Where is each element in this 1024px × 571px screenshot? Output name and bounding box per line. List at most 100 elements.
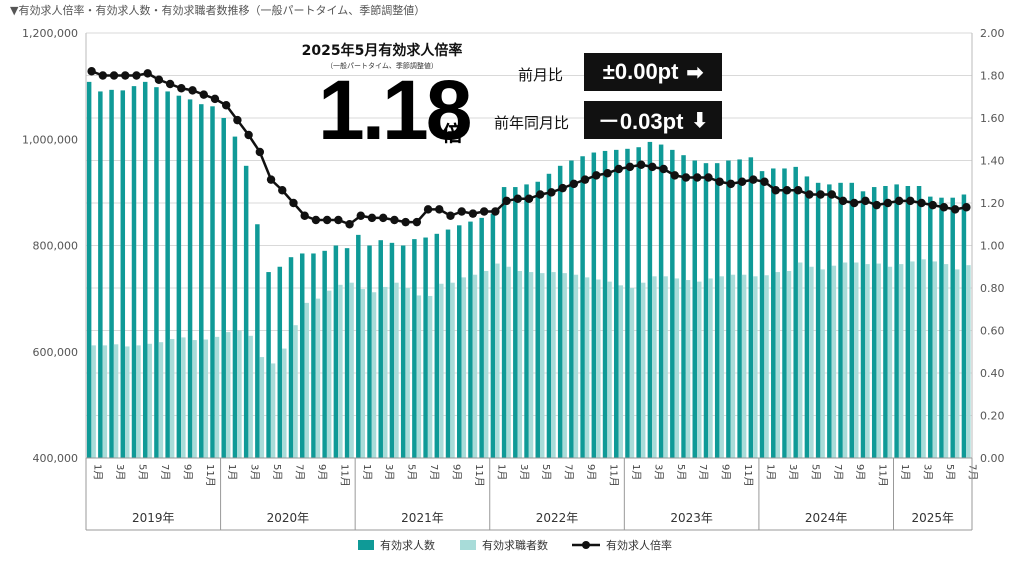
bar-openings bbox=[916, 186, 922, 458]
bar-seekers bbox=[248, 335, 253, 458]
bar-seekers bbox=[584, 277, 590, 458]
bar-openings bbox=[131, 86, 137, 458]
x-month-label: 11月 bbox=[877, 464, 889, 487]
ratio-point bbox=[199, 90, 208, 99]
yoy-value: －0.03pt bbox=[597, 109, 684, 134]
x-month-label: 5月 bbox=[136, 464, 148, 480]
ratio-point bbox=[278, 186, 287, 195]
ratio-point bbox=[569, 179, 579, 189]
headline-title: 2025年5月有効求人倍率 bbox=[301, 43, 463, 59]
ratio-point bbox=[322, 215, 332, 225]
x-month-label: 11月 bbox=[608, 464, 620, 487]
ratio-point bbox=[143, 69, 152, 78]
x-month-label: 5月 bbox=[944, 464, 956, 480]
ratio-point bbox=[244, 130, 253, 140]
x-month-label: 7月 bbox=[293, 464, 305, 480]
y-right-tick-label: 0.60 bbox=[980, 325, 1005, 338]
bar-seekers bbox=[539, 273, 545, 458]
ratio-point bbox=[491, 207, 500, 216]
bar-openings bbox=[389, 242, 395, 458]
x-month-label: 3月 bbox=[249, 464, 261, 480]
headline-subtitle: （一般パートタイム、季節調整値） bbox=[326, 62, 438, 70]
bar-openings bbox=[501, 187, 507, 458]
ratio-point bbox=[737, 177, 747, 186]
y-left-tick-label: 1,200,000 bbox=[22, 27, 78, 40]
ratio-point bbox=[749, 175, 758, 184]
bar-openings bbox=[199, 104, 204, 458]
legend-swatch-seekers bbox=[460, 540, 476, 550]
bar-openings bbox=[109, 89, 114, 458]
ratio-point bbox=[603, 169, 612, 178]
bar-openings bbox=[871, 187, 877, 458]
ratio-point bbox=[715, 177, 724, 186]
bar-seekers bbox=[304, 302, 309, 458]
bar-seekers bbox=[943, 264, 949, 458]
bar-openings bbox=[928, 196, 933, 458]
bar-seekers bbox=[203, 339, 209, 458]
ratio-point bbox=[928, 200, 937, 210]
bar-openings bbox=[692, 160, 698, 458]
bar-openings bbox=[154, 87, 159, 458]
bar-openings bbox=[210, 106, 215, 458]
x-month-label: 7月 bbox=[563, 464, 575, 480]
bar-openings bbox=[98, 91, 103, 458]
x-year-label: 2024年 bbox=[805, 511, 848, 525]
bar-openings bbox=[445, 229, 451, 458]
ratio-point bbox=[894, 196, 904, 206]
bar-openings bbox=[759, 171, 765, 458]
bar-seekers bbox=[876, 263, 881, 458]
bar-seekers bbox=[461, 277, 466, 458]
x-month-label: 7月 bbox=[428, 464, 440, 480]
legend-label-openings: 有効求人数 bbox=[380, 538, 435, 552]
bar-seekers bbox=[91, 345, 96, 458]
ratio-point bbox=[636, 160, 646, 169]
x-year-label: 2019年 bbox=[132, 511, 175, 525]
ratio-point bbox=[367, 213, 377, 223]
bar-seekers bbox=[102, 345, 108, 458]
bar-seekers bbox=[192, 340, 197, 458]
bar-seekers bbox=[932, 261, 938, 458]
y-right-tick-label: 0.20 bbox=[980, 410, 1005, 423]
bar-seekers bbox=[753, 276, 758, 458]
bar-seekers bbox=[439, 283, 444, 458]
ratio-point bbox=[793, 186, 803, 195]
x-year-label: 2022年 bbox=[536, 511, 579, 525]
ratio-point bbox=[816, 190, 825, 199]
x-month-label: 3月 bbox=[787, 464, 799, 480]
bar-seekers bbox=[898, 264, 904, 458]
bar-openings bbox=[546, 173, 552, 458]
bar-openings bbox=[378, 240, 383, 458]
ratio-point bbox=[917, 198, 926, 208]
x-year-label: 2023年 bbox=[670, 511, 713, 525]
bar-openings bbox=[625, 148, 630, 458]
bar-seekers bbox=[169, 339, 175, 458]
bar-openings bbox=[255, 224, 260, 458]
bar-openings bbox=[221, 118, 226, 458]
bar-seekers bbox=[966, 265, 971, 458]
bar-openings bbox=[288, 257, 294, 458]
bar-seekers bbox=[954, 269, 960, 458]
page-title: ▼有効求人倍率・有効求人数・有効求職者数推移（一般パートタイム、季節調整値） bbox=[10, 4, 426, 17]
bar-openings bbox=[456, 225, 462, 458]
bar-seekers bbox=[483, 271, 489, 458]
ratio-point bbox=[648, 162, 657, 172]
x-year-label: 2025年 bbox=[911, 511, 954, 525]
bar-openings bbox=[737, 159, 742, 458]
bar-seekers bbox=[315, 298, 321, 458]
ratio-point bbox=[165, 79, 175, 89]
bar-seekers bbox=[528, 272, 534, 458]
ratio-point bbox=[850, 198, 859, 208]
ratio-point bbox=[390, 215, 399, 225]
arrow-right-icon: ➡ bbox=[686, 61, 704, 84]
bar-openings bbox=[86, 81, 92, 458]
bar-seekers bbox=[360, 289, 366, 458]
legend-marker-ratio bbox=[582, 541, 590, 549]
bar-openings bbox=[524, 184, 529, 458]
y-right-tick-label: 0.40 bbox=[980, 367, 1005, 380]
bar-seekers bbox=[338, 284, 343, 458]
bar-seekers bbox=[136, 345, 141, 458]
bar-openings bbox=[670, 149, 675, 458]
bar-seekers bbox=[371, 292, 377, 458]
bar-openings bbox=[849, 182, 855, 458]
